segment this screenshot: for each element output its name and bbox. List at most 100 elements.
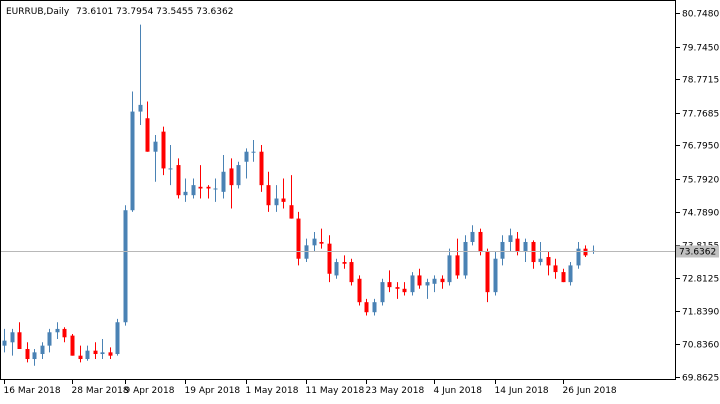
candle[interactable]: [410, 272, 415, 296]
candle-body: [176, 165, 181, 196]
candle-body: [455, 255, 460, 276]
candle[interactable]: [259, 145, 264, 192]
candle[interactable]: [470, 225, 475, 246]
candle[interactable]: [538, 241, 543, 266]
candle[interactable]: [161, 126, 166, 176]
candle[interactable]: [478, 228, 483, 256]
candle[interactable]: [115, 318, 120, 356]
candle[interactable]: [372, 298, 377, 316]
candle[interactable]: [591, 245, 596, 254]
candle[interactable]: [100, 338, 105, 360]
candle[interactable]: [17, 322, 22, 349]
candle[interactable]: [380, 278, 385, 306]
candle[interactable]: [576, 241, 581, 269]
candle[interactable]: [296, 211, 301, 266]
candle[interactable]: [206, 185, 211, 199]
candle[interactable]: [251, 140, 256, 162]
candle-body: [395, 287, 400, 289]
candle-body: [327, 243, 332, 274]
price-tick-label: 75.7920: [682, 176, 719, 186]
candle[interactable]: [32, 348, 37, 366]
candle[interactable]: [417, 268, 422, 289]
candle[interactable]: [93, 342, 98, 360]
candle[interactable]: [85, 345, 90, 361]
candle-body: [266, 185, 271, 206]
candle[interactable]: [40, 342, 45, 360]
candle[interactable]: [108, 347, 113, 360]
price-tick-label: 71.8390: [682, 308, 719, 318]
candle[interactable]: [334, 258, 339, 279]
candle[interactable]: [531, 240, 536, 269]
candle[interactable]: [191, 178, 196, 199]
candle[interactable]: [198, 165, 203, 199]
candle[interactable]: [508, 228, 513, 253]
candle-body: [500, 241, 505, 259]
candle-body: [364, 302, 369, 313]
candle[interactable]: [304, 238, 309, 263]
candle[interactable]: [432, 275, 437, 293]
candle[interactable]: [327, 235, 332, 283]
candle[interactable]: [485, 248, 490, 303]
candle[interactable]: [349, 258, 354, 286]
candle[interactable]: [62, 327, 67, 343]
candle[interactable]: [312, 231, 317, 253]
candle[interactable]: [455, 238, 460, 279]
candle[interactable]: [55, 322, 60, 339]
candle[interactable]: [395, 282, 400, 299]
candle[interactable]: [153, 134, 158, 182]
candle[interactable]: [561, 268, 566, 283]
candle[interactable]: [357, 275, 362, 306]
candle[interactable]: [289, 175, 294, 219]
candle[interactable]: [138, 24, 143, 125]
candle[interactable]: [213, 178, 218, 202]
candle[interactable]: [387, 270, 392, 293]
candle[interactable]: [236, 161, 241, 189]
candle[interactable]: [145, 101, 150, 152]
candle-body: [191, 185, 196, 196]
candle[interactable]: [568, 262, 573, 286]
candle[interactable]: [266, 171, 271, 212]
candle[interactable]: [123, 205, 128, 326]
candle[interactable]: [10, 328, 15, 356]
candle-body: [493, 258, 498, 293]
candle[interactable]: [425, 278, 430, 299]
candle[interactable]: [342, 255, 347, 269]
time-tick-label: 9 Apr 2018: [125, 386, 175, 396]
candle[interactable]: [500, 235, 505, 266]
candle[interactable]: [25, 342, 30, 363]
price-tick-label: 74.7890: [682, 209, 719, 219]
candle[interactable]: [70, 333, 75, 356]
candle[interactable]: [523, 238, 528, 263]
candle-body: [296, 218, 301, 259]
candle[interactable]: [463, 235, 468, 279]
candle[interactable]: [2, 328, 7, 353]
candle-body: [568, 265, 573, 283]
candle[interactable]: [546, 252, 551, 276]
candle-body: [432, 278, 437, 284]
candle[interactable]: [493, 252, 498, 296]
candle[interactable]: [319, 228, 324, 249]
candle[interactable]: [130, 91, 135, 212]
candle-body: [576, 248, 581, 266]
candle[interactable]: [221, 155, 226, 199]
candle[interactable]: [553, 258, 558, 279]
candle[interactable]: [364, 298, 369, 316]
candle[interactable]: [281, 178, 286, 209]
plot-area[interactable]: [0, 24, 676, 366]
candle[interactable]: [274, 185, 279, 212]
candle[interactable]: [176, 158, 181, 199]
candle-body: [334, 262, 339, 276]
candle[interactable]: [168, 145, 173, 186]
candle[interactable]: [402, 282, 407, 296]
candle-body: [32, 352, 37, 360]
candle[interactable]: [78, 345, 83, 363]
candle[interactable]: [229, 158, 234, 209]
candle-body: [274, 198, 279, 206]
candle[interactable]: [440, 275, 445, 289]
candle[interactable]: [183, 178, 188, 202]
candle[interactable]: [244, 148, 249, 179]
candle[interactable]: [47, 328, 52, 353]
candle[interactable]: [447, 248, 452, 286]
